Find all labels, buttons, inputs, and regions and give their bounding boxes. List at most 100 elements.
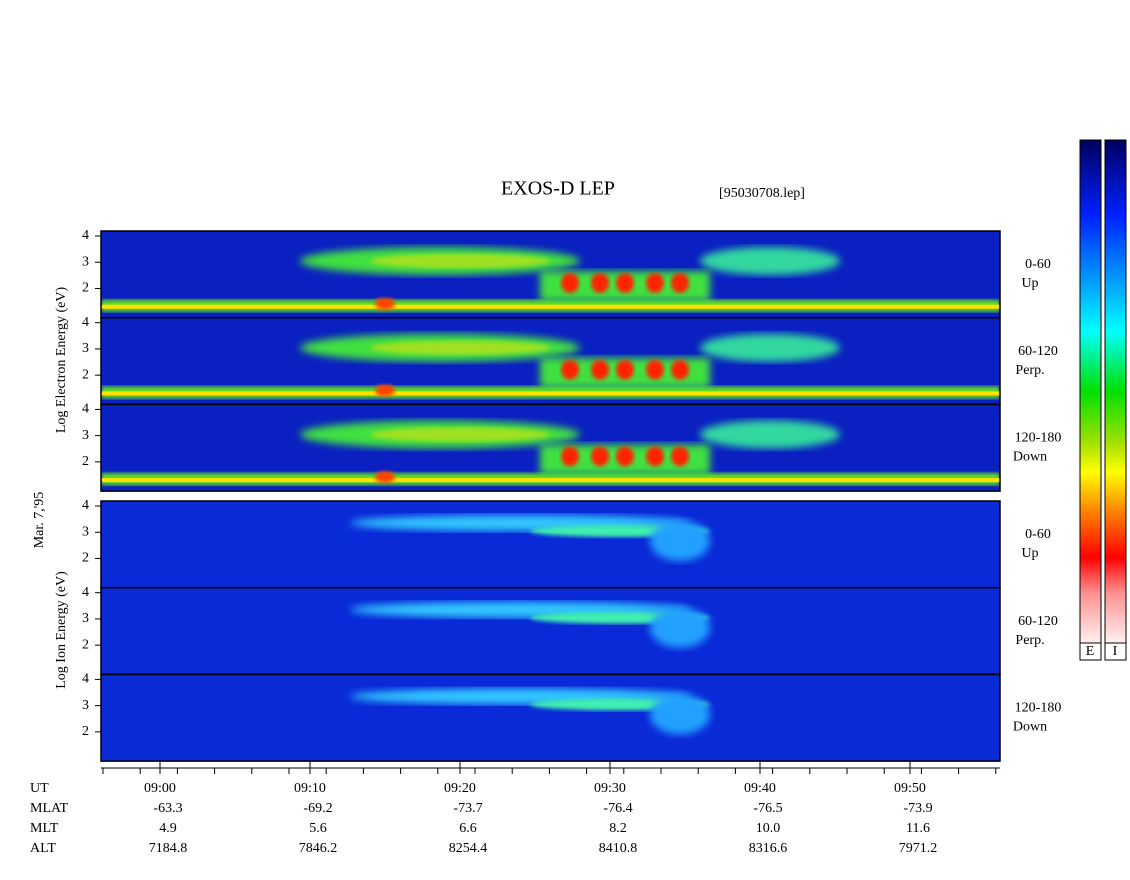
y-tick-label: 2: [82, 551, 89, 566]
axis-value: 8316.6: [749, 841, 788, 856]
axis-value: -69.2: [303, 801, 332, 816]
axis-value: -76.4: [603, 801, 632, 816]
axis-value: -63.3: [153, 801, 182, 816]
row-label: ALT: [30, 841, 56, 856]
row-label: MLT: [30, 821, 59, 836]
axis-value: 6.6: [459, 821, 477, 836]
y-tick-label: 3: [82, 524, 89, 539]
direction: Perp.: [1015, 633, 1044, 648]
axis-value: 09:40: [744, 781, 776, 796]
burst: [671, 446, 689, 467]
colorbar-label-box: [1104, 642, 1127, 661]
direction: Perp.: [1015, 363, 1044, 378]
pitch-angle: 120-180: [1015, 431, 1062, 446]
burst: [671, 359, 689, 380]
burst: [616, 446, 634, 467]
ion-streak: [650, 694, 710, 735]
panel-background: [101, 587, 1000, 675]
colorbar: [1104, 139, 1127, 644]
axis-value: 7971.2: [899, 841, 938, 856]
axis-value: 09:50: [894, 781, 926, 796]
y-tick-label: 4: [82, 672, 89, 687]
pitch-angle: 120-180: [1015, 701, 1062, 716]
burst: [375, 384, 395, 397]
y-tick-label: 2: [82, 637, 89, 652]
burst: [671, 273, 689, 293]
burst: [375, 297, 395, 310]
burst: [591, 273, 609, 293]
date: Mar. 7,'95: [32, 492, 47, 549]
axis-value: 10.0: [756, 821, 781, 836]
burst: [561, 359, 579, 380]
panel-frame: [100, 673, 1001, 762]
plasma-band: [370, 254, 550, 268]
pitch-angle: 0-60: [1025, 257, 1051, 272]
colorbar-label: E: [1086, 644, 1095, 659]
axis-value: 8254.4: [449, 841, 488, 856]
y-tick-label: 2: [82, 367, 89, 382]
low-energy-core: [101, 478, 1000, 483]
row-label: UT: [30, 781, 49, 796]
axis-value: 11.6: [906, 821, 930, 836]
y-tick-label: 3: [82, 698, 89, 713]
burst: [561, 446, 579, 467]
ion-streak: [650, 607, 710, 648]
colorbar: [1079, 139, 1102, 644]
ion-axis-label: Log Ion Energy (eV): [54, 571, 69, 689]
burst: [375, 471, 395, 484]
colorbar-label: I: [1113, 644, 1118, 659]
y-tick-label: 3: [82, 611, 89, 626]
ion-spectrogram: [101, 501, 1000, 761]
y-tick-label: 4: [82, 402, 89, 417]
plasma-band: [700, 420, 840, 449]
plasma-band: [370, 427, 550, 442]
axis-value: 5.6: [309, 821, 327, 836]
burst: [616, 273, 634, 293]
plasma-band: [700, 247, 840, 275]
row-label: MLAT: [30, 801, 69, 816]
y-tick-label: 2: [82, 724, 89, 739]
y-tick-label: 3: [82, 254, 89, 269]
panel-frame: [100, 403, 1001, 492]
axis-value: 7846.2: [299, 841, 338, 856]
colorbar-label-box: [1079, 642, 1102, 661]
y-tick-label: 3: [82, 428, 89, 443]
y-tick-label: 4: [82, 228, 89, 243]
axis-value: 4.9: [159, 821, 177, 836]
burst: [561, 273, 579, 293]
burst: [591, 359, 609, 380]
y-tick-label: 4: [82, 498, 89, 513]
electron-spectrogram: [101, 231, 1000, 491]
axis-value: -73.7: [453, 801, 482, 816]
burst: [616, 359, 634, 380]
burst: [646, 359, 664, 380]
direction: Up: [1021, 546, 1038, 561]
plasma-band: [700, 333, 840, 362]
axis-value: 7184.8: [149, 841, 188, 856]
axis-value: 09:10: [294, 781, 326, 796]
colorbars: E I: [1079, 139, 1127, 661]
low-energy-core: [101, 304, 1000, 309]
direction: Down: [1013, 450, 1047, 465]
electron-axis-label: Log Electron Energy (eV): [54, 287, 69, 434]
axis-value: 8410.8: [599, 841, 638, 856]
plasma-band: [370, 340, 550, 355]
axis-value: -73.9: [903, 801, 932, 816]
low-energy-core: [101, 391, 1000, 396]
axis-value: -76.5: [753, 801, 782, 816]
axis-value: 09:30: [594, 781, 626, 796]
file-name: [95030708.lep]: [719, 186, 805, 201]
title: EXOS-D LEP: [501, 178, 615, 200]
axis-value: 8.2: [609, 821, 627, 836]
burst: [646, 273, 664, 293]
y-tick-label: 2: [82, 454, 89, 469]
y-tick-label: 4: [82, 585, 89, 600]
direction: Down: [1013, 720, 1047, 735]
panel-background: [101, 674, 1000, 761]
axis-value: 09:00: [144, 781, 176, 796]
pitch-angle: 0-60: [1025, 527, 1051, 542]
ion-streak: [650, 521, 710, 561]
axis-value: 09:20: [444, 781, 476, 796]
pitch-angle: 60-120: [1018, 614, 1058, 629]
